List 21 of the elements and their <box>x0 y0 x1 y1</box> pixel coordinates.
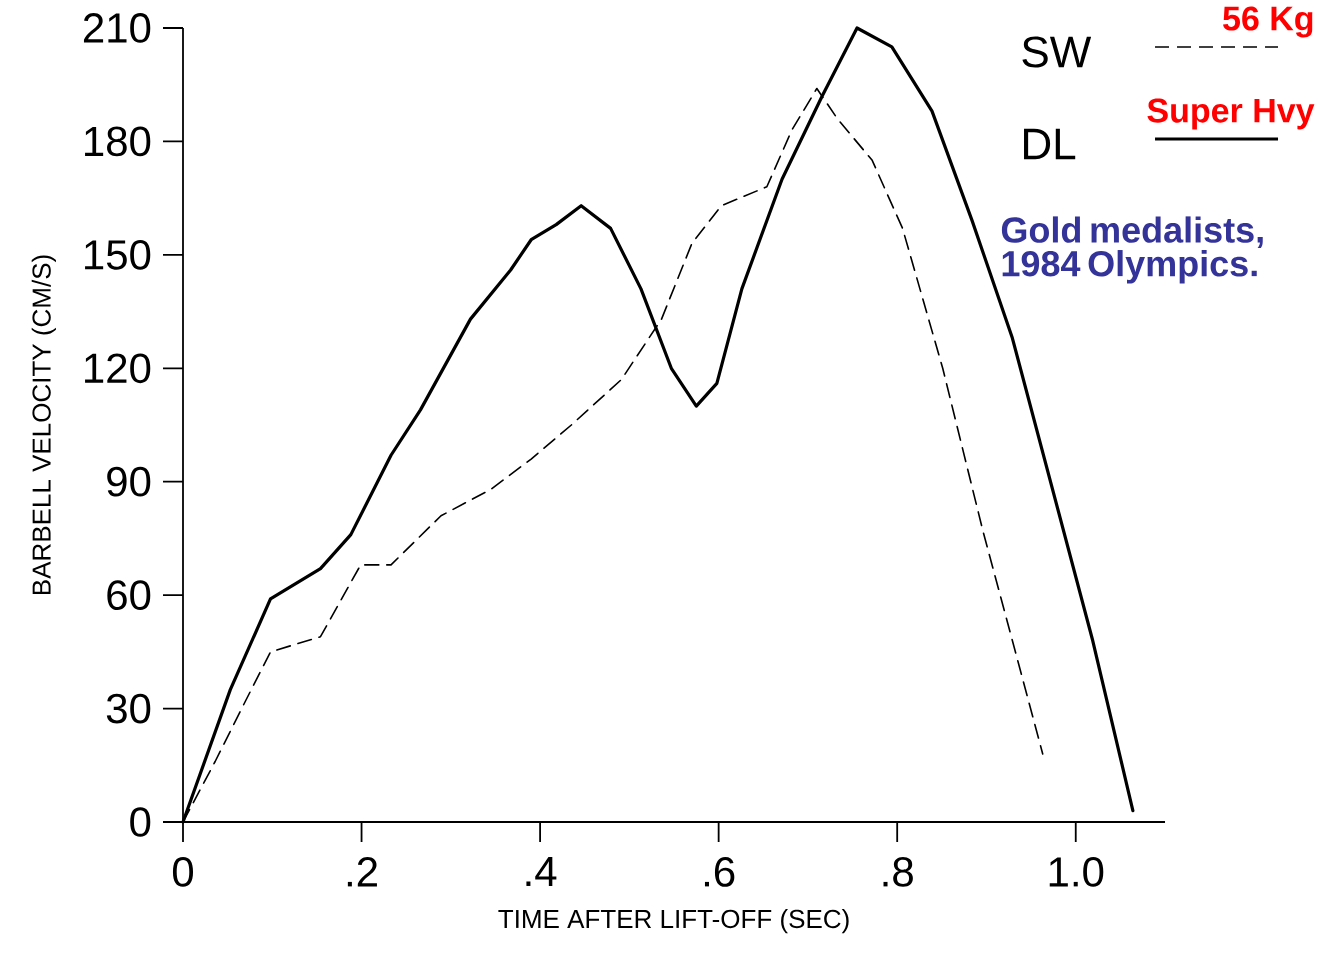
legend-label: DL <box>1024 128 1076 160</box>
x-axis-title: TIME AFTER LIFT-OFF (SEC) <box>498 909 849 934</box>
y-tick-label: 90 <box>107 466 151 497</box>
y-tick-label: 30 <box>106 693 151 724</box>
y-tick-label: 0 <box>130 807 151 837</box>
text: 56 Kg <box>1223 6 1313 38</box>
x-tick-label: 1.0 <box>1049 857 1104 887</box>
y-tick-label: 150 <box>85 239 151 270</box>
y-axis-title: BARBELL VELOCITY (CM/S) <box>31 255 56 595</box>
legend-label: SW <box>1022 36 1092 68</box>
x-tick-label: .4 <box>526 857 557 886</box>
y-tick-label: 210 <box>83 13 151 43</box>
x-tick-label: .2 <box>347 857 377 887</box>
y-tick-label: 120 <box>85 353 151 384</box>
annotation: Super Hvy <box>1147 98 1315 130</box>
x-tick-label: .6 <box>704 857 735 887</box>
y-tick-label: 180 <box>85 126 151 157</box>
annotation: Gold medalists, 1984 Olympics. <box>1001 216 1263 284</box>
x-tick-label: 0 <box>172 857 194 887</box>
y-tick-label: 60 <box>107 580 151 611</box>
x-tick-label: .8 <box>883 857 913 887</box>
